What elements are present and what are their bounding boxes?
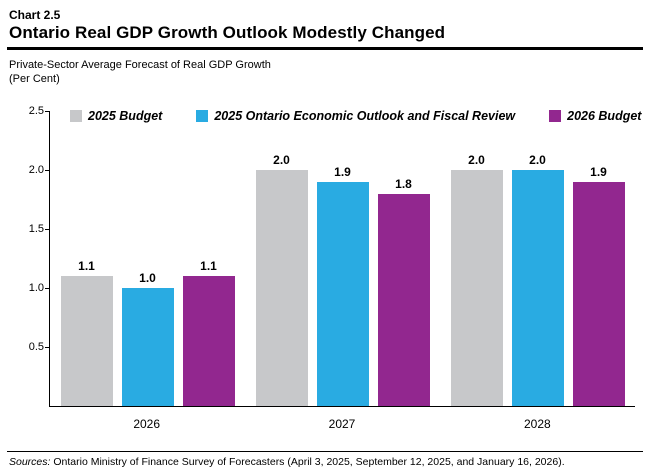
chart-subtitle: Private-Sector Average Forecast of Real … xyxy=(9,59,271,71)
chart: 2025 Budget 2025 Ontario Economic Outlook… xyxy=(9,85,642,451)
legend-swatch xyxy=(70,110,82,122)
bar xyxy=(255,170,308,406)
sources-text: Ontario Ministry of Finance Survey of Fo… xyxy=(50,456,565,468)
bar xyxy=(60,276,113,406)
legend-label: 2025 Budget xyxy=(88,109,163,123)
bar-wrap: 2.0 xyxy=(255,111,308,406)
sources-footer: Sources: Ontario Ministry of Finance Sur… xyxy=(7,451,643,473)
chart-number: Chart 2.5 xyxy=(9,8,61,22)
chart-legend: 2025 Budget 2025 Ontario Economic Outlook… xyxy=(70,109,641,123)
legend-item: 2025 Budget xyxy=(70,109,162,123)
bar xyxy=(121,288,174,406)
bar-value-label: 2.0 xyxy=(468,153,485,167)
y-tick-label: 2.0 xyxy=(28,164,44,176)
y-tick-mark xyxy=(45,169,50,171)
bar-wrap: 1.1 xyxy=(60,111,113,406)
legend-swatch xyxy=(196,110,209,122)
bar xyxy=(511,170,564,406)
bar-group-2027: 2.0 1.9 1.8 xyxy=(245,111,440,406)
y-tick-label: 1.5 xyxy=(28,223,44,235)
y-tick-mark xyxy=(45,346,50,348)
bar-value-label: 2.0 xyxy=(273,153,290,167)
chart-unit-label: (Per Cent) xyxy=(9,73,60,85)
bar-value-label: 1.0 xyxy=(139,271,156,285)
y-tick-label: 1.0 xyxy=(28,282,44,294)
legend-item: 2025 Ontario Economic Outlook and Fiscal… xyxy=(196,109,515,123)
bar-groups: 1.1 1.0 1.1 2.0 1.9 1.8 2.0 2.0 1.9 xyxy=(50,111,635,406)
bar xyxy=(182,276,235,406)
y-tick-mark xyxy=(45,110,50,112)
x-axis-label: 2027 xyxy=(328,417,356,431)
plot-area: 2025 Budget 2025 Ontario Economic Outlook… xyxy=(29,105,641,407)
bar-value-label: 1.1 xyxy=(78,259,95,274)
x-axis-label: 2028 xyxy=(523,417,551,431)
y-tick-label: 0.5 xyxy=(28,341,44,353)
bar-value-label: 1.9 xyxy=(590,164,607,179)
y-tick-label: 2.5 xyxy=(28,105,44,117)
bar-wrap: 2.0 xyxy=(511,111,564,406)
bar-value-label: 1.1 xyxy=(200,259,217,274)
legend-label: 2026 Budget xyxy=(567,109,642,123)
y-tick-mark xyxy=(45,228,50,230)
bar-group-2026: 1.1 1.0 1.1 xyxy=(50,111,245,406)
bar xyxy=(572,181,625,406)
bar-wrap: 2.0 xyxy=(450,111,503,406)
bar xyxy=(316,181,369,406)
x-axis-labels: 2026 2027 2028 xyxy=(49,417,635,431)
bar xyxy=(450,170,503,406)
legend-swatch xyxy=(549,110,562,122)
bar-value-label: 1.9 xyxy=(334,164,351,179)
legend-label: 2025 Ontario Economic Outlook and Fiscal… xyxy=(214,109,516,123)
legend-item: 2026 Budget xyxy=(549,109,641,123)
bar-wrap: 1.0 xyxy=(121,111,174,406)
bar xyxy=(377,193,430,406)
page-title: Ontario Real GDP Growth Outlook Modestly… xyxy=(9,23,446,42)
bar-group-2028: 2.0 2.0 1.9 xyxy=(440,111,635,406)
x-axis-label: 2026 xyxy=(133,417,161,431)
bar-wrap: 1.1 xyxy=(182,111,235,406)
bar-wrap: 1.9 xyxy=(572,111,625,406)
bar-value-label: 2.0 xyxy=(529,153,546,167)
bar-wrap: 1.8 xyxy=(377,111,430,406)
bar-wrap: 1.9 xyxy=(316,111,369,406)
sources-label: Sources: xyxy=(9,456,51,468)
bar-value-label: 1.8 xyxy=(395,176,412,191)
y-tick-mark xyxy=(45,287,50,289)
title-rule xyxy=(7,47,643,50)
